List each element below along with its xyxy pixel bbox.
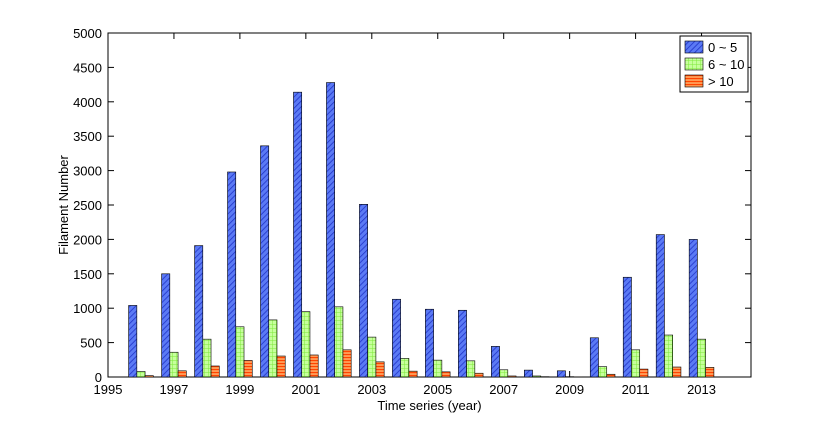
y-axis-label: Filament Number [56, 154, 71, 254]
x-tick-label: 2007 [489, 382, 518, 397]
bar-10-2003 [375, 361, 385, 378]
bar-0-5-2009 [556, 370, 566, 378]
bar-10-2010 [606, 373, 616, 378]
bar-6-10-2004 [400, 358, 410, 378]
bar-0-5-2000 [260, 145, 270, 378]
legend-label: > 10 [708, 74, 734, 89]
y-tick-label: 3500 [73, 129, 102, 144]
legend-swatch [684, 40, 704, 54]
bar-0-5-2013 [688, 239, 698, 378]
axis-ticks [107, 32, 751, 378]
x-tick-label: 2005 [423, 382, 452, 397]
bar-0-5-2003 [359, 204, 368, 378]
bar-6-10-2013 [697, 338, 706, 378]
bar-6-10-2006 [466, 360, 476, 378]
bar-6-10-1996 [136, 371, 146, 378]
y-tick-label: 1000 [73, 301, 102, 316]
bar-0-5-1996 [128, 305, 138, 378]
bar-10-1997 [177, 370, 187, 378]
bar-10-2007 [507, 375, 517, 378]
bar-6-10-2012 [664, 334, 673, 378]
y-tick-label: 4500 [73, 60, 102, 75]
bars-group [128, 82, 715, 378]
bar-0-5-1998 [194, 245, 204, 378]
x-tick-label: 2013 [687, 382, 716, 397]
bar-10-2011 [639, 368, 649, 378]
x-tick-label: 1997 [159, 382, 188, 397]
bar-6-10-2011 [631, 349, 641, 378]
x-tick-label: 2009 [555, 382, 584, 397]
legend: 0 ~ 5 6 ~ 10 > 10 [679, 35, 749, 93]
bar-6-10-1999 [235, 326, 245, 378]
bar-0-5-2007 [491, 346, 500, 378]
bar-6-10-2000 [268, 319, 278, 378]
bar-0-5-1997 [161, 273, 171, 378]
bar-0-5-2012 [655, 234, 665, 378]
bar-6-10-2005 [433, 359, 443, 378]
bar-6-10-2001 [301, 311, 311, 378]
y-tick-label: 0 [95, 370, 102, 385]
bar-0-5-2005 [425, 308, 434, 378]
bar-6-10-2007 [499, 369, 509, 378]
bar-0-5-2011 [622, 276, 632, 378]
bar-10-1998 [210, 365, 220, 378]
bar-6-10-2002 [334, 306, 344, 378]
bar-0-5-1999 [227, 171, 237, 378]
bar-0-5-2001 [293, 91, 303, 378]
bar-10-2000 [276, 355, 286, 378]
y-tick-label: 500 [80, 336, 102, 351]
bar-0-5-2004 [392, 298, 401, 378]
bar-6-10-2008 [532, 375, 542, 378]
legend-label: 6 ~ 10 [708, 57, 745, 72]
y-tick-label: 2000 [73, 232, 102, 247]
bar-10-2013 [705, 367, 715, 378]
bar-10-2001 [309, 354, 319, 378]
y-tick-label: 2500 [73, 198, 102, 213]
y-tick-label: 5000 [73, 26, 102, 41]
bar-0-5-2010 [589, 337, 599, 378]
bar-6-10-2010 [598, 366, 608, 378]
legend-label: 0 ~ 5 [708, 40, 737, 55]
tick-labels: 0 500 1000 1500 2000 2500 3000 3500 4000 4500 5000… [73, 26, 716, 397]
x-tick-label: 2011 [622, 382, 650, 397]
bar-10-2004 [408, 370, 418, 378]
y-tick-label: 3000 [73, 164, 102, 179]
bar-0-5-2002 [326, 82, 335, 378]
legend-swatch [684, 57, 704, 71]
bar-10-2002 [342, 349, 352, 378]
bar-10-2005 [441, 371, 451, 378]
bar-6-10-1998 [202, 338, 212, 378]
y-tick-label: 4000 [73, 95, 102, 110]
bar-6-10-1997 [169, 351, 179, 378]
bar-10-2012 [672, 366, 682, 378]
x-tick-label: 2003 [357, 382, 386, 397]
x-tick-label: 1995 [94, 382, 123, 397]
bar-10-1996 [144, 375, 154, 378]
legend-swatch [684, 74, 704, 88]
bar-6-10-2003 [367, 336, 377, 378]
x-axis-label: Time series (year) [377, 398, 481, 413]
x-tick-label: 2001 [291, 382, 320, 397]
bar-10-1999 [243, 360, 253, 378]
bar-0-5-2008 [523, 369, 533, 378]
bar-10-2006 [474, 372, 484, 378]
bar-0-5-2006 [458, 309, 467, 378]
x-tick-label: 1999 [225, 382, 254, 397]
y-tick-label: 1500 [73, 267, 102, 282]
